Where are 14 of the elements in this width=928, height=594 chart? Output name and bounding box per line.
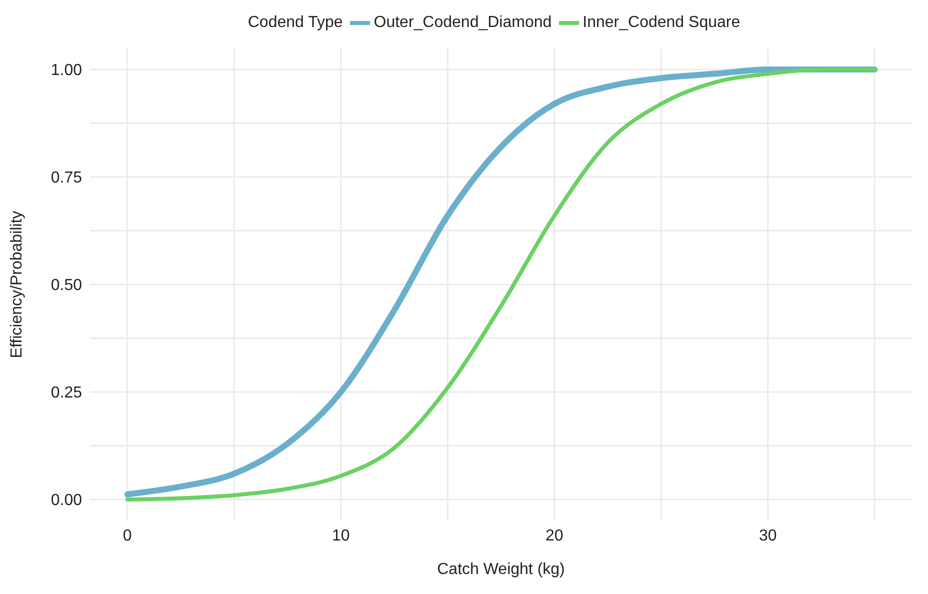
x-tick-label: 20 [545, 527, 564, 544]
legend-label: Inner_Codend Square [582, 14, 740, 32]
x-axis-title: Catch Weight (kg) [437, 561, 565, 578]
x-tick-label: 0 [122, 527, 132, 544]
y-axis-title: Efficiency/Probability [8, 210, 26, 358]
legend-label: Outer_Codend_Diamond [374, 14, 552, 32]
text: 0.00 [50, 492, 82, 510]
x-tick-label: 10 [332, 527, 350, 544]
x-tick-label: 30 [758, 527, 777, 544]
y-tick-label: 0.50 [50, 277, 82, 294]
y-tick-label: 1.00 [50, 62, 82, 80]
y-tick-label: 0.25 [50, 384, 82, 402]
legend-title: Codend Type [248, 14, 343, 32]
y-tick-label: 0.75 [50, 170, 82, 187]
